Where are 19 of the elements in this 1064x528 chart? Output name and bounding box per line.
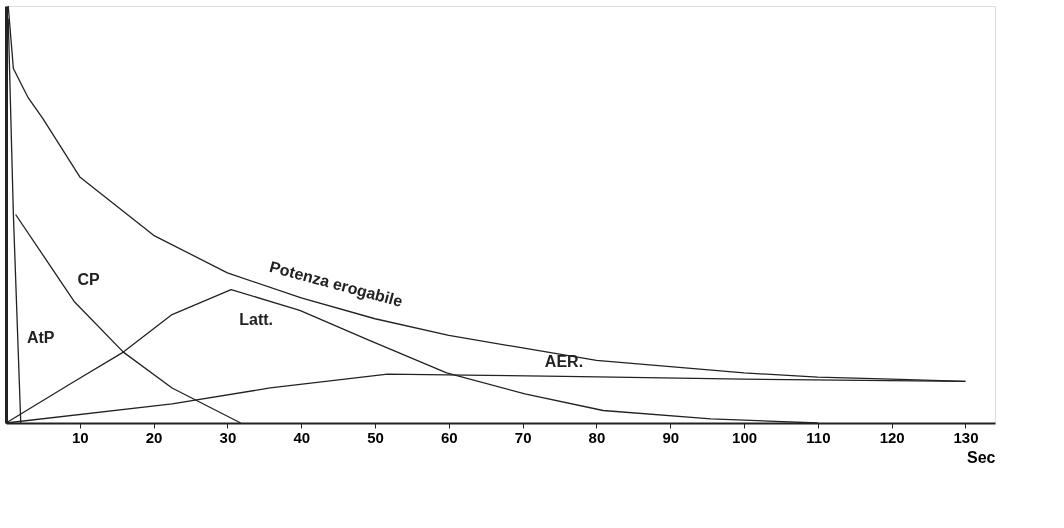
- x-tick-label: 130: [953, 428, 979, 446]
- text: Potenza erogabile: [267, 258, 405, 310]
- x-tick-label: 110: [806, 428, 831, 446]
- x-tick-label: 30: [219, 428, 237, 446]
- series-label: Latt.: [239, 310, 273, 328]
- x-tick-label: 70: [514, 428, 532, 446]
- series-label: CP: [77, 271, 101, 289]
- x-tick-label: 50: [367, 428, 384, 446]
- series-label: AER.: [544, 353, 584, 371]
- x-tick-label: 100: [732, 428, 758, 446]
- x-tick-label: 10: [71, 428, 89, 446]
- x-axis-title: Sec: [967, 448, 996, 466]
- series-label: AtP: [26, 329, 55, 346]
- x-tick-label: 60: [440, 428, 458, 446]
- x-tick-label: 90: [662, 428, 680, 446]
- x-tick-label: 40: [293, 428, 311, 446]
- x-tick-label: 20: [145, 428, 163, 446]
- x-tick-label: 120: [879, 428, 905, 446]
- x-tick-label: 80: [588, 428, 606, 446]
